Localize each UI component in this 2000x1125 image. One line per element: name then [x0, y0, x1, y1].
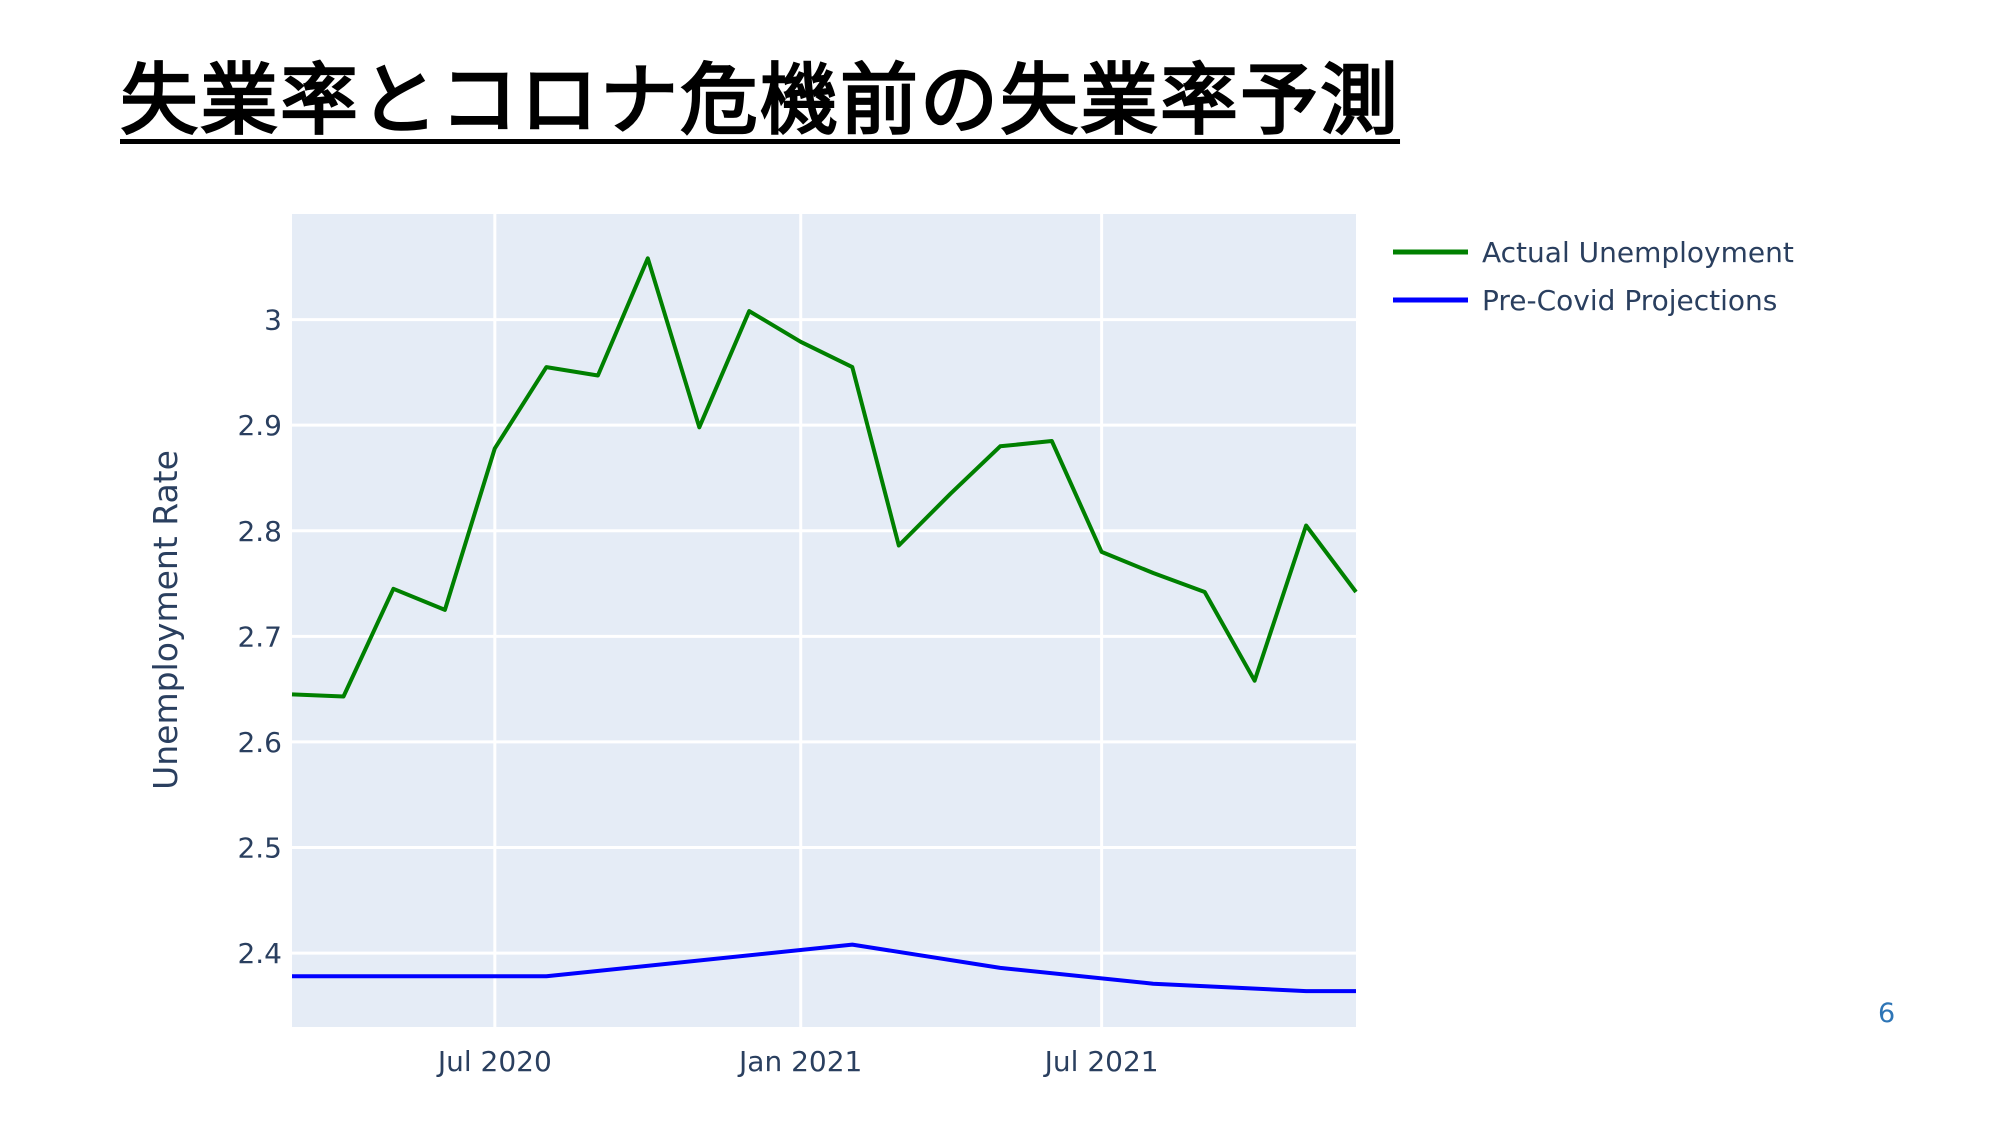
y-tick-label: 2.9: [237, 409, 282, 442]
page-number: 6: [1878, 998, 1896, 1029]
y-tick-label: 2.7: [237, 620, 282, 653]
y-tick-label: 2.6: [237, 726, 282, 759]
y-tick-label: 2.5: [237, 832, 282, 865]
legend-label: Actual Unemployment: [1482, 236, 1794, 269]
legend-label: Pre-Covid Projections: [1482, 284, 1777, 317]
x-tick-label: Jul 2020: [436, 1045, 552, 1078]
grid-lines: [292, 214, 1356, 1027]
series-lines: [291, 256, 1358, 994]
series-line-1: [292, 942, 1356, 994]
y-tick-label: 2.8: [237, 515, 282, 548]
x-axis-ticks: Jul 2020 Jan 2021 Jul 2021: [436, 1045, 1159, 1078]
y-axis-ticks: 2.4 2.5 2.6 2.7 2.8 2.9 3: [237, 304, 282, 971]
legend: Actual Unemployment Pre-Covid Projections: [1393, 236, 1794, 317]
y-axis-label: Unemployment Rate: [146, 450, 185, 790]
y-tick-label: 2.4: [237, 937, 282, 970]
y-tick-label: 3: [264, 304, 282, 337]
series-line-0: [291, 256, 1358, 699]
slide-title: 失業率とコロナ危機前の失業率予測: [120, 56, 1401, 146]
x-tick-label: Jan 2021: [737, 1045, 862, 1078]
x-tick-label: Jul 2021: [1043, 1045, 1159, 1078]
plot-area-background: [292, 214, 1356, 1027]
